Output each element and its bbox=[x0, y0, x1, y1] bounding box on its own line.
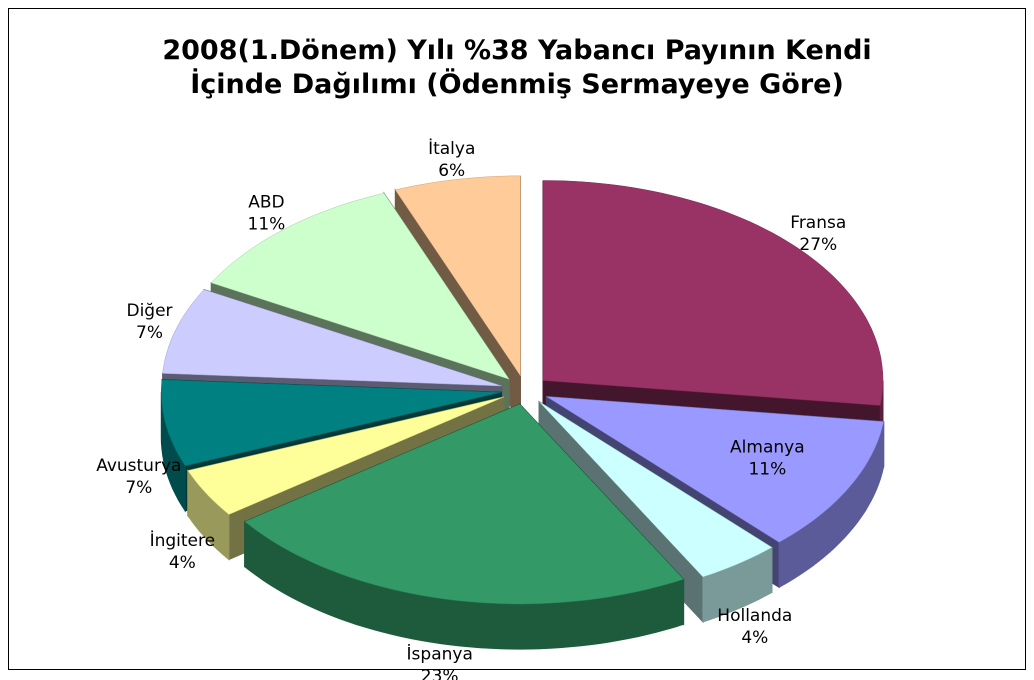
data-label-name: İtalya bbox=[428, 138, 475, 159]
data-label-name: Fransa bbox=[790, 213, 846, 233]
slice bbox=[546, 396, 885, 543]
data-label-value: 27% bbox=[799, 235, 837, 255]
slice bbox=[538, 401, 773, 578]
data-label-name: Hollanda bbox=[717, 606, 792, 626]
data-label-value: 7% bbox=[136, 323, 163, 343]
slice bbox=[244, 402, 685, 650]
slice bbox=[162, 289, 503, 387]
data-label-name: Avusturya bbox=[96, 456, 181, 476]
slice bbox=[244, 403, 685, 605]
data-label-value: 11% bbox=[748, 460, 786, 480]
slice bbox=[210, 192, 510, 380]
chart-frame bbox=[8, 8, 1026, 670]
data-label-value: 7% bbox=[125, 478, 152, 498]
data-label-value: 6% bbox=[438, 161, 465, 181]
data-label-value: 11% bbox=[248, 214, 286, 234]
slice bbox=[161, 379, 502, 467]
slice bbox=[542, 180, 884, 406]
data-label-value: 23% bbox=[421, 666, 459, 680]
slice bbox=[187, 396, 505, 515]
data-label-value: 4% bbox=[741, 628, 768, 648]
data-label-name: İngitere bbox=[150, 530, 216, 551]
slice bbox=[394, 175, 521, 377]
data-label-name: Almanya bbox=[730, 438, 805, 458]
data-label-value: 4% bbox=[169, 553, 196, 573]
chart-title: 2008(1.Dönem) Yılı %38 Yabancı Payının K… bbox=[162, 35, 872, 100]
data-label-name: Diğer bbox=[126, 301, 172, 321]
data-label-name: ABD bbox=[248, 192, 284, 212]
data-label-name: İspanya bbox=[407, 643, 473, 664]
